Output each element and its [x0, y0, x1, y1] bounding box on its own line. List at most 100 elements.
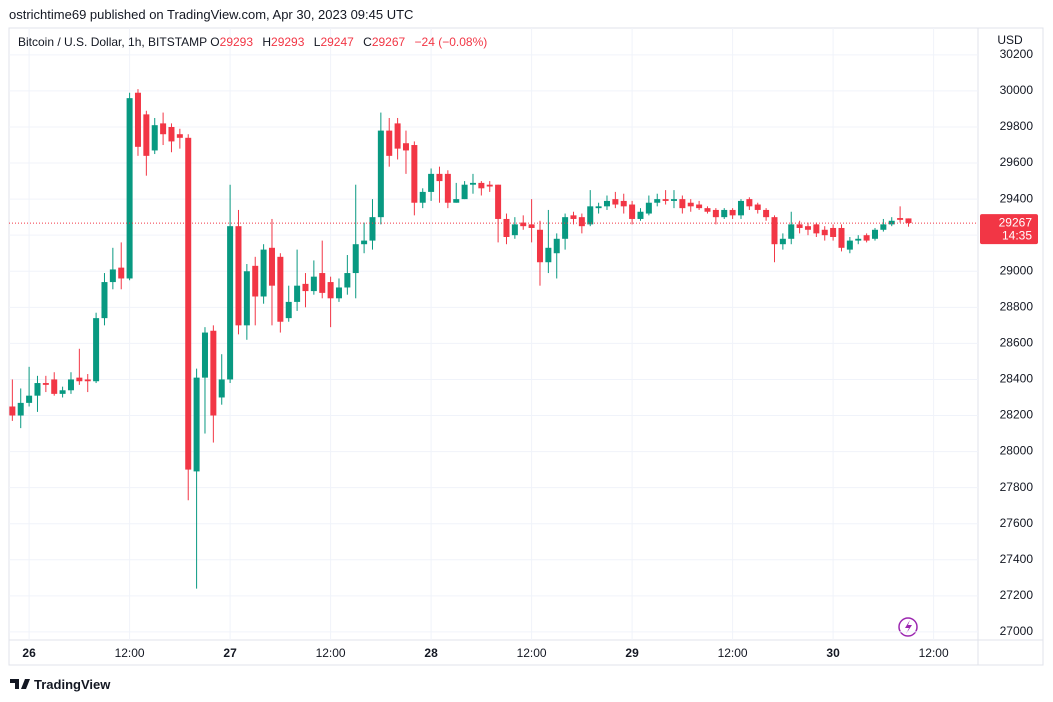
candle-body [469, 182, 476, 185]
candle-body [545, 247, 552, 263]
candle-body [210, 330, 217, 416]
candle-body [444, 173, 451, 203]
candle-body [553, 238, 560, 254]
x-tick-label: 12:00 [115, 646, 145, 660]
candle-body [645, 202, 652, 214]
x-tick-label: 27 [223, 646, 237, 660]
candle-body [17, 402, 24, 416]
candle-body [344, 273, 351, 288]
ohlc-key: C [363, 35, 372, 49]
candle-body [779, 238, 786, 245]
candle-body [712, 209, 719, 218]
countdown: 14:35 [1002, 228, 1032, 242]
candle-body [763, 209, 770, 218]
x-tick-label: 12:00 [316, 646, 346, 660]
chart-frame [8, 27, 1044, 666]
candle-body [26, 395, 33, 403]
candle-body [771, 217, 778, 245]
candle-body [871, 229, 878, 239]
candle-body [319, 273, 326, 293]
y-tick-label: 27200 [1000, 588, 1034, 602]
low-value: 29247 [320, 35, 354, 49]
candle-body [42, 383, 49, 385]
candle-body [821, 229, 828, 236]
candle-body [252, 265, 259, 297]
x-tick-label: 12:00 [919, 646, 949, 660]
candle-body [352, 244, 359, 274]
candle-body [411, 145, 418, 203]
candle-body [503, 218, 510, 237]
candle-body [377, 130, 384, 218]
candle-body [394, 123, 401, 149]
y-tick-label: 29000 [1000, 263, 1034, 277]
y-tick-label: 27400 [1000, 552, 1034, 566]
candle-body [846, 240, 853, 250]
publisher-line: ostrichtime69 published on TradingView.c… [9, 7, 414, 22]
x-tick-label: 30 [826, 646, 840, 660]
close-value: 29267 [371, 35, 406, 49]
candle-body [461, 184, 468, 200]
candle-body [562, 217, 569, 239]
candle-body [218, 379, 225, 398]
grid [9, 28, 978, 640]
candle-body [863, 235, 870, 241]
event-icon-bolt [905, 620, 912, 634]
candle-body [34, 383, 41, 396]
candle-body [285, 301, 292, 319]
candle-body [143, 114, 150, 156]
candle-body [335, 287, 342, 299]
candle-body [126, 98, 133, 279]
candle-body [511, 224, 518, 236]
ohlc-key: H [262, 35, 272, 49]
candle-body [486, 184, 493, 187]
ohlc-key: L [313, 35, 321, 49]
y-tick-label: 29800 [1000, 119, 1034, 133]
symbol: Bitcoin / U.S. Dollar, 1h, BITSTAMP [18, 35, 207, 49]
last-price-label: 29267 [999, 215, 1033, 229]
x-tick-label: 12:00 [718, 646, 748, 660]
logo [10, 679, 30, 689]
y-tick-label: 28600 [1000, 336, 1034, 350]
candle-body [612, 199, 619, 205]
y-tick-label: 28400 [1000, 372, 1034, 386]
candle-body [235, 226, 242, 326]
last-price-tag [980, 214, 1038, 245]
candle-body [193, 377, 200, 472]
candle-body [662, 199, 669, 201]
y-tick-label: 27600 [1000, 516, 1034, 530]
y-tick-label: 30200 [1000, 47, 1034, 61]
candle-body [696, 204, 703, 209]
candle-body [101, 282, 108, 319]
y-tick-label: 27800 [1000, 480, 1034, 494]
y-tick-label: 28000 [1000, 444, 1034, 458]
candle-body [754, 204, 761, 210]
candle-body [897, 218, 904, 220]
candle-body [495, 184, 502, 219]
candle-body [888, 220, 895, 225]
candle-body [151, 125, 158, 151]
legend: Bitcoin / U.S. Dollar, 1h, BITSTAMP O292… [18, 35, 493, 49]
candle-body [804, 226, 811, 230]
candle-body [419, 191, 426, 203]
candle-body [93, 318, 100, 382]
y-tick-label: 28800 [1000, 299, 1034, 313]
candle-body [168, 126, 175, 142]
candle-body [670, 199, 677, 201]
candle-body [243, 271, 250, 326]
candle-body [369, 217, 376, 241]
candle-body [310, 276, 317, 292]
candle-body [746, 199, 753, 207]
candle-body [327, 282, 334, 299]
candle-body [361, 240, 368, 245]
change: −24 (−0.08%) [414, 35, 488, 49]
candle-body [838, 227, 845, 248]
candle-body [109, 269, 116, 283]
candle-body [386, 130, 393, 156]
candle-body [528, 224, 535, 228]
candle-body [587, 206, 594, 225]
candle-body [679, 199, 686, 209]
candle-body [260, 249, 267, 297]
candle-body [9, 406, 16, 416]
